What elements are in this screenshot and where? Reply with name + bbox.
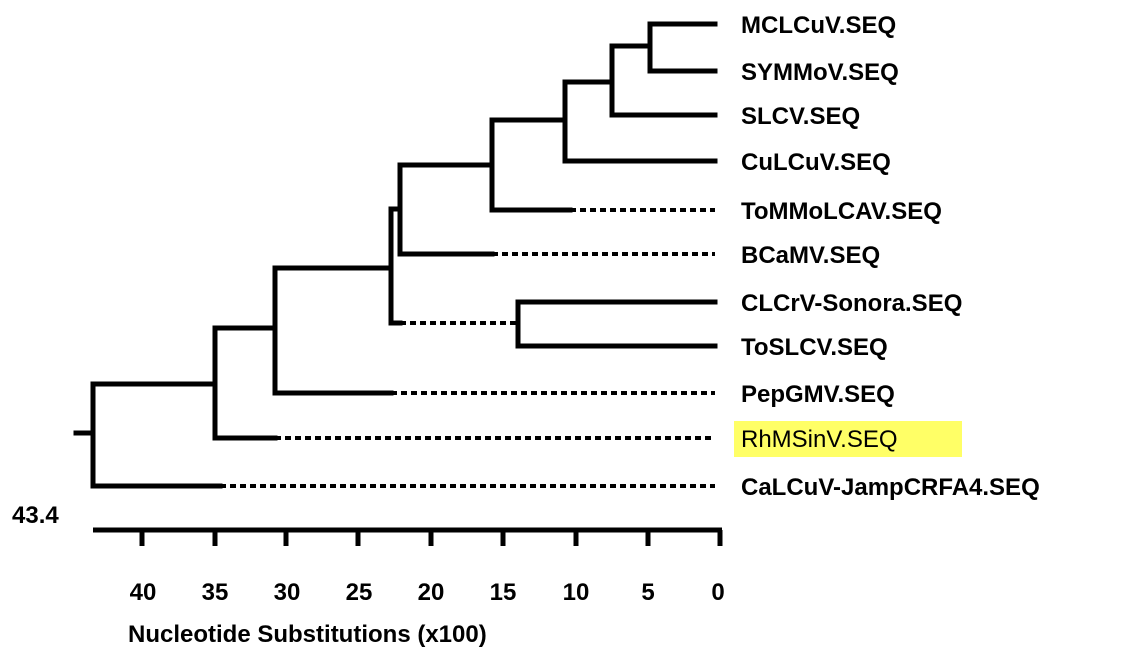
leaf-label-toslcv: ToSLCV.SEQ: [741, 334, 888, 361]
leaf-highlight: [734, 421, 962, 457]
tick-label-10: 10: [563, 579, 590, 606]
leaf-label-clcrv: CLCrV-Sonora.SEQ: [741, 290, 962, 317]
scale-tick-labels: 40 35 30 25 20 15 10 5 0: [130, 579, 725, 606]
tick-label-30: 30: [274, 579, 301, 606]
tick-label-5: 5: [641, 579, 654, 606]
tick-label-20: 20: [418, 579, 445, 606]
leaf-label-slcv: SLCV.SEQ: [741, 103, 860, 130]
tick-label-25: 25: [346, 579, 373, 606]
leaf-label-symmov: SYMMoV.SEQ: [741, 59, 899, 86]
tree-dashed-extensions: [220, 208, 715, 488]
scale-axis: [93, 527, 723, 546]
leaf-label-bcamv: BCaMV.SEQ: [741, 242, 880, 269]
axis-title: Nucleotide Substitutions (x100): [128, 621, 487, 648]
leaf-label-calcuv: CaLCuV-JampCRFA4.SEQ: [741, 474, 1040, 501]
tick-label-35: 35: [202, 579, 229, 606]
tick-label-40: 40: [130, 579, 157, 606]
leaf-label-culcuv: CuLCuV.SEQ: [741, 149, 891, 176]
tick-label-0: 0: [711, 579, 724, 606]
leaf-label-pepgmv: PepGMV.SEQ: [741, 381, 895, 408]
root-depth-label: 43.4: [12, 502, 59, 529]
leaf-label-rhmsinv: RhMSinV.SEQ: [741, 426, 898, 453]
tree-branches: [73, 21, 718, 489]
leaf-labels: MCLCuV.SEQ SYMMoV.SEQ SLCV.SEQ CuLCuV.SE…: [741, 12, 1040, 501]
tick-label-15: 15: [490, 579, 517, 606]
leaf-label-tommolcav: ToMMoLCAV.SEQ: [741, 198, 942, 225]
leaf-label-mclcuv: MCLCuV.SEQ: [741, 12, 896, 39]
